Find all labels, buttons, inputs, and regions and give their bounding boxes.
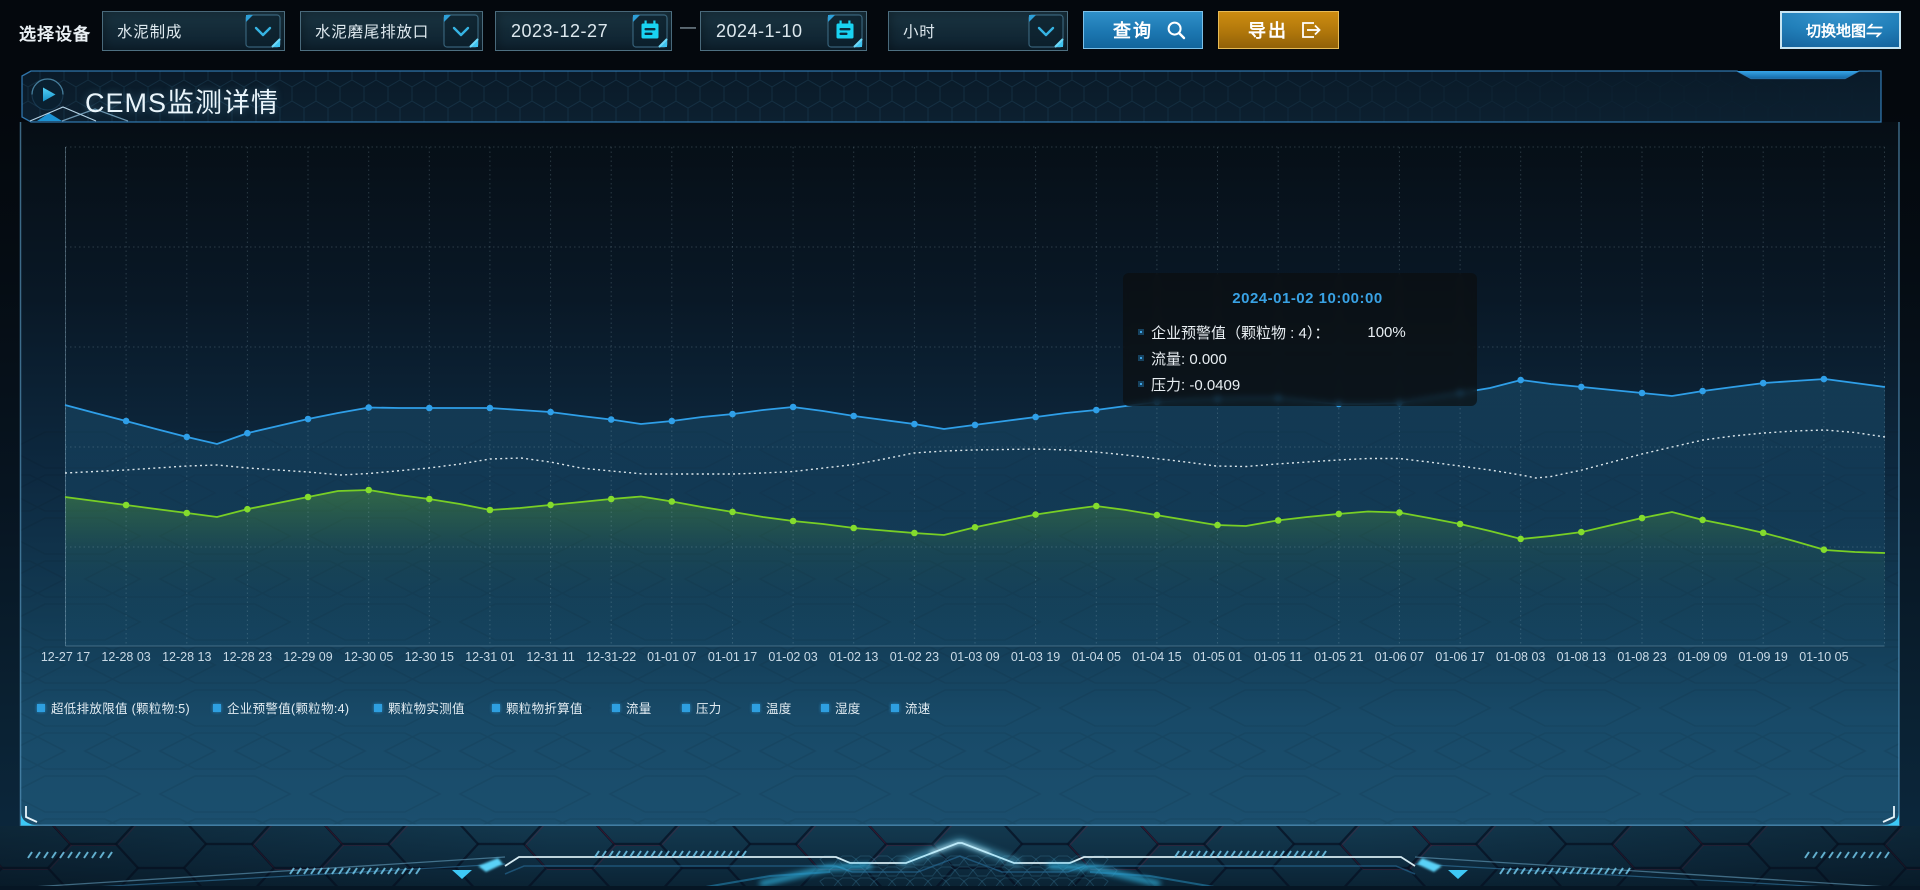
svg-text:01-08 03: 01-08 03	[1496, 650, 1545, 664]
svg-text:01-08 23: 01-08 23	[1617, 650, 1666, 664]
svg-text:01-10 05: 01-10 05	[1799, 650, 1848, 664]
svg-text:01-08 13: 01-08 13	[1557, 650, 1606, 664]
svg-text:01-02 13: 01-02 13	[829, 650, 878, 664]
svg-text:01-05 21: 01-05 21	[1314, 650, 1363, 664]
svg-text:12-31 11: 12-31 11	[526, 650, 574, 664]
svg-text:01-09 19: 01-09 19	[1739, 650, 1788, 664]
svg-text:12-28 23: 12-28 23	[223, 650, 272, 664]
svg-text:01-06 17: 01-06 17	[1435, 650, 1484, 664]
svg-text:12-27 17: 12-27 17	[41, 650, 90, 664]
svg-text:01-01 07: 01-01 07	[647, 650, 696, 664]
svg-text:01-05 01: 01-05 01	[1193, 650, 1242, 664]
svg-text:01-01 17: 01-01 17	[708, 650, 757, 664]
svg-text:01-02 23: 01-02 23	[890, 650, 939, 664]
svg-text:01-06 07: 01-06 07	[1375, 650, 1424, 664]
svg-text:01-03 09: 01-03 09	[950, 650, 999, 664]
svg-text:01-04 05: 01-04 05	[1072, 650, 1121, 664]
svg-text:12-30 05: 12-30 05	[344, 650, 393, 664]
svg-text:12-31 01: 12-31 01	[465, 650, 514, 664]
svg-text:12-29 09: 12-29 09	[283, 650, 332, 664]
svg-text:01-09 09: 01-09 09	[1678, 650, 1727, 664]
svg-text:12-30 15: 12-30 15	[405, 650, 454, 664]
svg-text:12-31-22: 12-31-22	[586, 650, 636, 664]
svg-text:12-28 13: 12-28 13	[162, 650, 211, 664]
svg-text:01-03 19: 01-03 19	[1011, 650, 1060, 664]
svg-text:01-05 11: 01-05 11	[1254, 650, 1302, 664]
svg-text:12-28 03: 12-28 03	[101, 650, 150, 664]
svg-text:01-04 15: 01-04 15	[1132, 650, 1181, 664]
svg-text:01-02 03: 01-02 03	[768, 650, 817, 664]
